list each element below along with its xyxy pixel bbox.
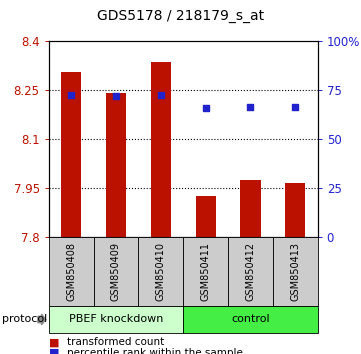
- Bar: [285, 183, 305, 237]
- Point: [203, 105, 209, 111]
- Point: [248, 104, 253, 109]
- Bar: [106, 93, 126, 237]
- Text: GSM850411: GSM850411: [201, 242, 210, 301]
- Point: [158, 92, 164, 98]
- Text: GSM850412: GSM850412: [245, 242, 256, 301]
- Text: GSM850409: GSM850409: [111, 242, 121, 301]
- Text: GSM850408: GSM850408: [66, 242, 76, 301]
- Text: transformed count: transformed count: [67, 337, 164, 347]
- Text: control: control: [231, 314, 270, 325]
- Bar: [196, 196, 216, 237]
- Bar: [61, 72, 81, 237]
- Text: ■: ■: [49, 337, 59, 347]
- Point: [292, 104, 298, 109]
- Text: PBEF knockdown: PBEF knockdown: [69, 314, 163, 325]
- Bar: [151, 62, 171, 237]
- Text: percentile rank within the sample: percentile rank within the sample: [67, 348, 243, 354]
- Text: GDS5178 / 218179_s_at: GDS5178 / 218179_s_at: [97, 9, 264, 23]
- Point: [113, 93, 119, 98]
- Text: protocol: protocol: [2, 314, 47, 325]
- Point: [68, 92, 74, 98]
- Text: ■: ■: [49, 348, 59, 354]
- Text: GSM850413: GSM850413: [290, 242, 300, 301]
- Bar: [240, 180, 261, 237]
- Text: GSM850410: GSM850410: [156, 242, 166, 301]
